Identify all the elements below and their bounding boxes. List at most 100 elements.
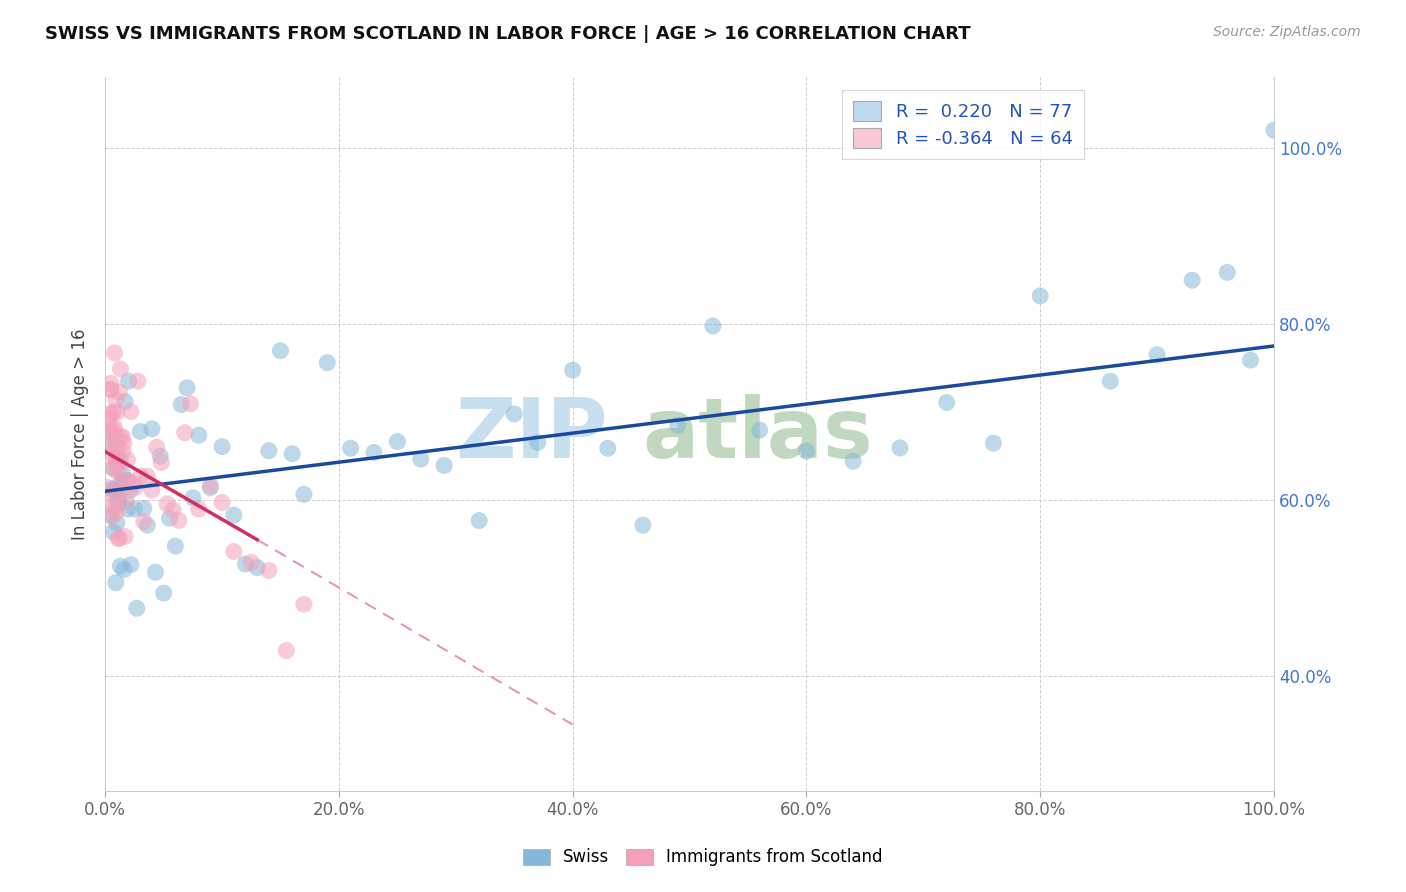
Point xyxy=(149,449,172,463)
Point xyxy=(103,434,125,448)
Point xyxy=(101,509,124,524)
Point xyxy=(222,544,245,558)
Point xyxy=(108,385,131,400)
Point xyxy=(276,643,298,657)
Point xyxy=(101,482,124,496)
Point xyxy=(103,524,125,539)
Point xyxy=(129,469,152,483)
Point xyxy=(103,422,125,436)
Point xyxy=(96,481,118,495)
Point xyxy=(935,395,957,409)
Point xyxy=(105,405,128,419)
Point xyxy=(132,501,155,516)
Point xyxy=(103,461,125,475)
Point xyxy=(167,513,190,527)
Point xyxy=(105,440,128,454)
Text: ZIP: ZIP xyxy=(456,393,607,475)
Point xyxy=(180,397,202,411)
Point xyxy=(270,343,292,358)
Point xyxy=(176,381,198,395)
Point xyxy=(110,476,132,491)
Point xyxy=(1216,265,1239,279)
Point xyxy=(281,447,304,461)
Point xyxy=(181,491,204,505)
Point xyxy=(222,508,245,522)
Point xyxy=(561,363,583,377)
Point xyxy=(503,407,526,421)
Point xyxy=(105,458,128,473)
Point xyxy=(124,480,146,494)
Point xyxy=(115,494,138,508)
Point xyxy=(187,428,209,442)
Text: atlas: atlas xyxy=(643,393,873,475)
Point xyxy=(107,466,129,480)
Point xyxy=(433,458,456,473)
Point xyxy=(125,601,148,615)
Point xyxy=(842,454,865,468)
Point xyxy=(120,558,142,572)
Point xyxy=(110,475,132,490)
Point xyxy=(1181,273,1204,287)
Point xyxy=(117,502,139,516)
Point xyxy=(122,476,145,491)
Point xyxy=(1239,353,1261,368)
Y-axis label: In Labor Force | Age > 16: In Labor Force | Age > 16 xyxy=(72,328,89,540)
Point xyxy=(103,483,125,497)
Point xyxy=(111,444,134,458)
Legend: Swiss, Immigrants from Scotland: Swiss, Immigrants from Scotland xyxy=(516,842,890,873)
Point xyxy=(107,532,129,546)
Point xyxy=(387,434,409,449)
Point xyxy=(666,418,689,433)
Point xyxy=(889,441,911,455)
Point xyxy=(145,566,167,580)
Point xyxy=(187,502,209,516)
Point xyxy=(100,376,122,391)
Point xyxy=(117,474,139,488)
Point xyxy=(110,362,132,376)
Text: Source: ZipAtlas.com: Source: ZipAtlas.com xyxy=(1213,25,1361,39)
Point xyxy=(136,469,159,483)
Legend: R =  0.220   N = 77, R = -0.364   N = 64: R = 0.220 N = 77, R = -0.364 N = 64 xyxy=(842,90,1084,159)
Point xyxy=(796,444,818,458)
Point xyxy=(103,444,125,458)
Point xyxy=(115,474,138,488)
Point xyxy=(246,560,269,574)
Point xyxy=(114,529,136,543)
Point xyxy=(100,406,122,420)
Point xyxy=(170,398,193,412)
Point xyxy=(257,443,280,458)
Point xyxy=(526,435,548,450)
Point xyxy=(107,456,129,470)
Point xyxy=(150,455,173,469)
Point xyxy=(97,449,120,463)
Point xyxy=(108,495,131,509)
Point xyxy=(156,497,179,511)
Point xyxy=(339,441,361,455)
Point xyxy=(1146,348,1168,362)
Point xyxy=(1099,374,1122,388)
Point xyxy=(165,539,187,553)
Point xyxy=(748,423,770,437)
Point xyxy=(110,430,132,444)
Point xyxy=(468,514,491,528)
Point xyxy=(159,511,181,525)
Point xyxy=(124,502,146,516)
Point xyxy=(1263,123,1285,137)
Point xyxy=(104,575,127,590)
Point xyxy=(103,461,125,475)
Point xyxy=(257,564,280,578)
Point xyxy=(145,440,167,454)
Point xyxy=(240,555,263,569)
Point xyxy=(316,356,339,370)
Point xyxy=(702,318,724,333)
Point xyxy=(117,374,139,388)
Point xyxy=(98,425,121,440)
Point xyxy=(111,430,134,444)
Point xyxy=(97,410,120,425)
Point xyxy=(162,503,184,517)
Point xyxy=(104,452,127,467)
Point xyxy=(112,563,135,577)
Point xyxy=(111,467,134,482)
Point xyxy=(103,405,125,419)
Point xyxy=(132,515,155,529)
